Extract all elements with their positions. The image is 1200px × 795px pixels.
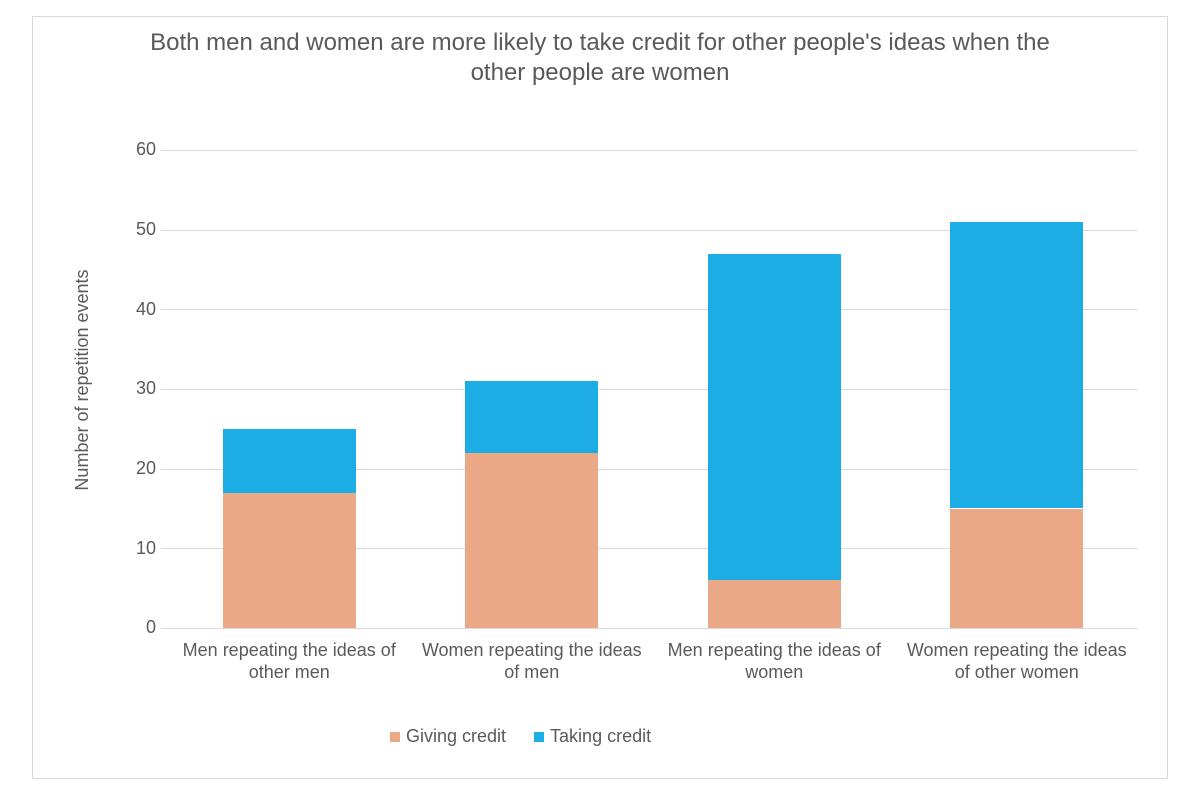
legend-label: Taking credit xyxy=(550,726,651,747)
x-category-label: Men repeating the ideas of other men xyxy=(179,640,399,683)
y-tick-mark xyxy=(161,150,168,151)
plot-area xyxy=(168,150,1138,628)
bar-group xyxy=(950,150,1083,628)
bar-segment xyxy=(708,254,841,581)
chart-title: Both men and women are more likely to ta… xyxy=(120,28,1080,88)
y-tick-label: 30 xyxy=(96,378,156,399)
bar-segment xyxy=(708,580,841,628)
legend-item: Giving credit xyxy=(390,726,506,747)
y-tick-mark xyxy=(161,309,168,310)
y-tick-label: 20 xyxy=(96,458,156,479)
x-category-label: Women repeating the ideas of other women xyxy=(907,640,1127,683)
bar-segment xyxy=(223,493,356,628)
legend: Giving credit Taking credit xyxy=(390,726,651,747)
bar-group xyxy=(708,150,841,628)
legend-label: Giving credit xyxy=(406,726,506,747)
bar-segment xyxy=(465,453,598,628)
bar-segment xyxy=(950,222,1083,509)
bar-segment xyxy=(223,429,356,493)
y-tick-label: 50 xyxy=(96,219,156,240)
y-tick-label: 40 xyxy=(96,299,156,320)
y-tick-mark xyxy=(161,230,168,231)
x-category-label: Women repeating the ideas of men xyxy=(422,640,642,683)
legend-swatch xyxy=(534,732,544,742)
y-axis-label: Number of repetition events xyxy=(72,200,93,560)
y-tick-mark xyxy=(161,389,168,390)
y-tick-label: 10 xyxy=(96,538,156,559)
x-category-label: Men repeating the ideas of women xyxy=(664,640,884,683)
y-tick-label: 0 xyxy=(96,617,156,638)
y-tick-label: 60 xyxy=(96,139,156,160)
bar-group xyxy=(223,150,356,628)
bar-segment xyxy=(465,381,598,453)
legend-item: Taking credit xyxy=(534,726,651,747)
y-tick-mark xyxy=(161,469,168,470)
y-tick-mark xyxy=(161,548,168,549)
bar-group xyxy=(465,150,598,628)
legend-swatch xyxy=(390,732,400,742)
y-tick-mark xyxy=(161,628,168,629)
bar-segment xyxy=(950,509,1083,629)
